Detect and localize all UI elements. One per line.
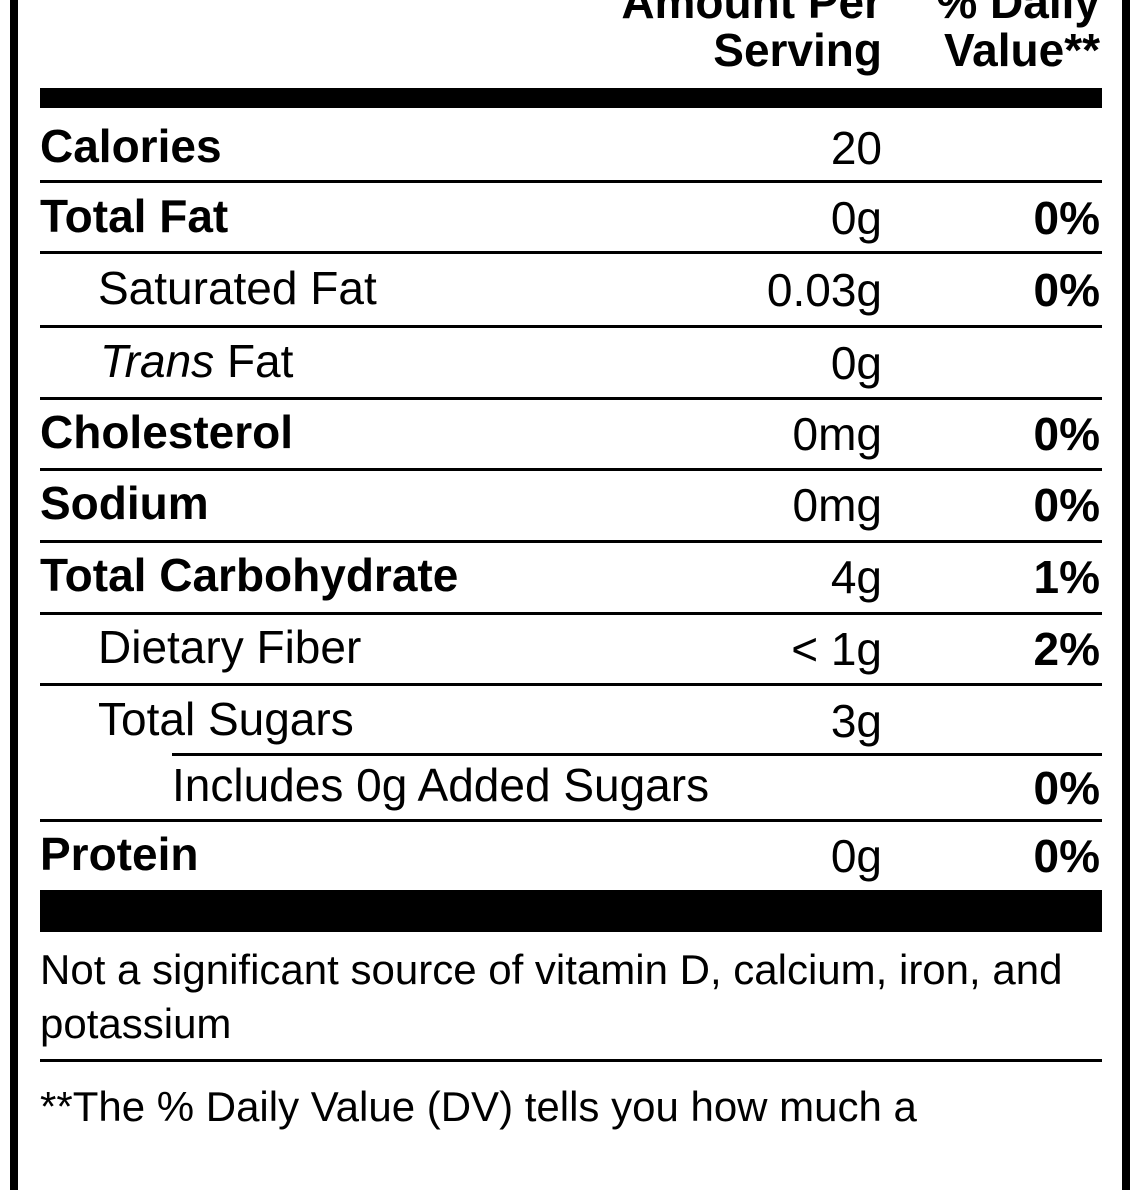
divider [40, 1059, 1102, 1062]
divider [40, 819, 1102, 822]
thick-divider-bottom [40, 890, 1102, 932]
added-sugars-dv: 0% [1033, 762, 1100, 814]
total-fat-amount: 0g [830, 192, 882, 244]
protein-label: Protein [40, 828, 199, 880]
divider [40, 251, 1102, 254]
vitamin-note: Not a significant source of vitamin D, c… [40, 946, 1063, 1047]
divider [40, 397, 1102, 400]
trans-fat-label: Trans Fat [100, 333, 293, 389]
cholesterol-amount: 0mg [792, 408, 882, 460]
amount-header-line1: Amount Per [621, 0, 882, 28]
amount-header-line2: Serving [713, 24, 882, 76]
total-carbohydrate-dv: 1% [1033, 551, 1100, 603]
total-carbohydrate-amount: 4g [830, 551, 882, 603]
dietary-fiber-dv: 2% [1033, 623, 1100, 675]
saturated-fat-label: Saturated Fat [98, 262, 377, 314]
daily-value-header: % Daily Value** [936, 0, 1100, 74]
dv-header-line2: Value** [944, 24, 1100, 76]
cholesterol-dv: 0% [1033, 408, 1100, 460]
total-fat-dv: 0% [1033, 192, 1100, 244]
cholesterol-label: Cholesterol [40, 406, 294, 458]
saturated-fat-amount: 0.03g [766, 264, 882, 316]
divider [40, 325, 1102, 328]
added-sugars-label: Includes 0g Added Sugars [172, 759, 710, 811]
divider [40, 612, 1102, 615]
total-sugars-label: Total Sugars [98, 693, 354, 745]
divider [40, 468, 1102, 471]
total-carbohydrate-label: Total Carbohydrate [40, 549, 459, 601]
sodium-dv: 0% [1033, 479, 1100, 531]
protein-amount: 0g [830, 830, 882, 882]
dv-header-line1: % Daily [936, 0, 1100, 28]
total-sugars-amount: 3g [830, 695, 882, 747]
dietary-fiber-label: Dietary Fiber [98, 621, 362, 673]
sodium-label: Sodium [40, 477, 209, 529]
sodium-amount: 0mg [792, 479, 882, 531]
saturated-fat-dv: 0% [1033, 264, 1100, 316]
divider [172, 753, 1102, 756]
divider [40, 683, 1102, 686]
nutrition-label-frame [10, 0, 1130, 1190]
trans-fat-amount: 0g [830, 337, 882, 389]
trans-fat-suffix: Fat [214, 335, 294, 387]
total-fat-label: Total Fat [40, 190, 229, 242]
daily-value-footnote: **The % Daily Value (DV) tells you how m… [40, 1083, 917, 1130]
divider [40, 180, 1102, 183]
trans-italic: Trans [100, 335, 215, 387]
calories-amount: 20 [830, 122, 882, 174]
dietary-fiber-amount: < 1g [791, 623, 882, 675]
divider [40, 540, 1102, 543]
thick-divider-top [40, 88, 1102, 108]
protein-dv: 0% [1033, 830, 1100, 882]
amount-per-serving-header: Amount Per Serving [621, 0, 882, 74]
calories-label: Calories [40, 120, 222, 172]
